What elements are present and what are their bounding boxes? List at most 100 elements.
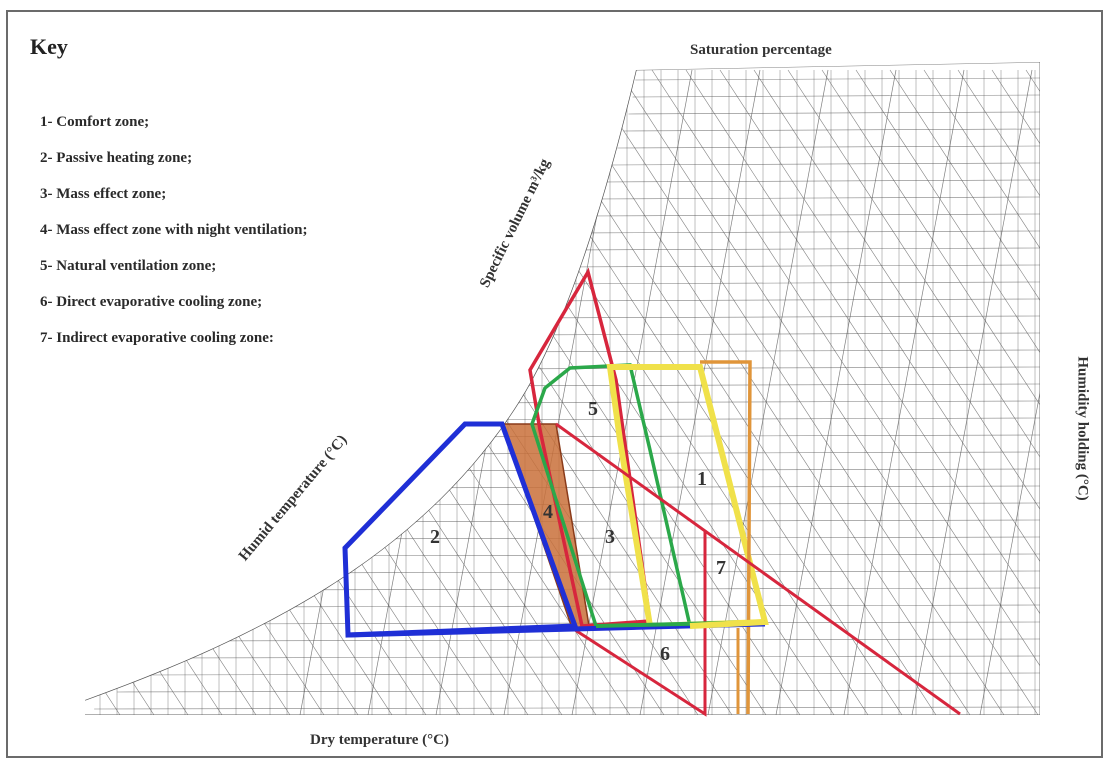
zone-number-4: 4 — [543, 501, 553, 523]
grid-humidity-line — [635, 77, 1040, 81]
key-list: 1- Comfort zone; 2- Passive heating zone… — [40, 104, 307, 356]
grid-humidity-line — [623, 128, 1040, 132]
grid-wetbulb-line — [85, 69, 461, 715]
grid-humidity-line — [139, 672, 1040, 676]
grid-volume-line — [503, 69, 625, 715]
grid-wetbulb-line — [855, 69, 1040, 715]
grid-humidity-line — [575, 230, 1040, 234]
grid-wetbulb-line — [85, 69, 155, 715]
grid-humidity-line — [628, 111, 1040, 115]
key-item-indirect-evaporative: 7- Indirect evaporative cooling zone: — [40, 330, 274, 346]
grid-wetbulb-line — [889, 69, 1040, 715]
grid-wetbulb-line — [85, 69, 257, 715]
grid-humidity-line — [117, 689, 1040, 693]
zone-number-6: 6 — [660, 643, 670, 665]
grid-humidity-line — [183, 638, 1040, 642]
key-title: Key — [30, 34, 68, 59]
grid-wetbulb-line — [1025, 69, 1040, 715]
grid-humidity-line — [445, 400, 1040, 404]
grid-volume-line — [843, 69, 965, 715]
grid-wetbulb-line — [85, 69, 325, 715]
key-item-mass-night-ventilation: 4- Mass effect zone with night ventilati… — [40, 222, 308, 238]
grid-wetbulb-line — [85, 69, 291, 715]
grid-wetbulb-line — [345, 69, 767, 715]
axis-label-bottom: Dry temperature (°C) — [310, 732, 449, 748]
grid-wetbulb-line — [85, 69, 495, 715]
grid-humidity-line — [602, 179, 1040, 183]
grid-wetbulb-line — [957, 69, 1040, 715]
grid-wetbulb-line — [617, 69, 1039, 715]
grid-wetbulb-line — [85, 69, 223, 715]
grid-volume-line — [299, 69, 421, 715]
grid-volume-line — [367, 69, 489, 715]
key-item-natural-ventilation: 5- Natural ventilation zone; — [40, 258, 217, 274]
grid-wetbulb-line — [85, 69, 427, 715]
zone-2-passive-heating — [342, 421, 579, 638]
zone-5-natural-ventilation — [530, 363, 693, 628]
grid-volume-line — [775, 69, 897, 715]
grid-wetbulb-line — [923, 69, 1040, 715]
grid-wetbulb-line — [85, 69, 121, 715]
grid-volume-line — [707, 69, 829, 715]
grid-humidity-line — [610, 162, 1040, 166]
grid-volume-line — [911, 69, 1033, 715]
grid-wetbulb-line — [413, 69, 835, 715]
zone-number-7: 7 — [716, 557, 726, 579]
grid-humidity-line — [489, 349, 1040, 353]
zone-7-indirect-evaporative — [700, 360, 752, 715]
grid-wetbulb-line — [85, 69, 189, 715]
grid-wetbulb-line — [85, 69, 359, 715]
grid-humidity-line — [361, 485, 1040, 489]
zone-number-3: 3 — [605, 526, 615, 548]
grid-humidity-line — [429, 417, 1040, 421]
grid-volume-line — [639, 69, 761, 715]
grid-wetbulb-line — [85, 69, 393, 715]
grid-humidity-line — [632, 94, 1040, 98]
grid-wetbulb-line — [685, 69, 1040, 715]
grid-humidity-line — [617, 145, 1040, 149]
grid-humidity-line — [266, 570, 1040, 574]
grid-wetbulb-line — [991, 69, 1040, 715]
grid-humidity-line — [324, 519, 1040, 523]
key-item-direct-evaporative: 6- Direct evaporative cooling zone; — [40, 294, 263, 310]
grid-wetbulb-line — [753, 69, 1040, 715]
chart-grid — [85, 62, 1111, 715]
axis-label-top: Saturation percentage — [690, 42, 832, 58]
grid-wetbulb-line — [583, 69, 1005, 715]
grid-humidity-line — [396, 451, 1040, 455]
grid-wetbulb-line — [651, 69, 1040, 715]
zone-number-5: 5 — [588, 398, 598, 420]
grid-volume-line — [571, 69, 693, 715]
grid-humidity-line — [584, 213, 1040, 217]
grid-humidity-line — [161, 655, 1040, 659]
grid-wetbulb-line — [1094, 70, 1111, 715]
chart-zones — [342, 267, 961, 717]
grid-humidity-line — [475, 366, 1040, 370]
grid-volume-line — [979, 69, 1040, 715]
zone-number-2: 2 — [430, 526, 440, 548]
grid-humidity-line — [343, 502, 1040, 506]
zone-number-1: 1 — [697, 468, 707, 490]
zone-6-direct-evaporative — [555, 422, 961, 716]
grid-humidity-line — [516, 315, 1040, 319]
grid-wetbulb-line — [719, 69, 1040, 715]
grid-humidity-line — [286, 553, 1040, 557]
grid-humidity-line — [594, 196, 1040, 200]
grid-wetbulb-line — [821, 69, 1040, 715]
zone-6-direct-evaporative-lower — [571, 530, 707, 717]
grid-humidity-line — [378, 468, 1040, 472]
zone-baseline-comfort — [689, 619, 766, 629]
grid-top-edge — [635, 62, 1040, 71]
grid-wetbulb-line — [787, 69, 1040, 715]
grid-wetbulb-line — [141, 69, 563, 715]
grid-humidity-line — [225, 604, 1040, 608]
key-item-comfort: 1- Comfort zone; — [40, 114, 150, 130]
grid-humidity-line — [529, 298, 1040, 302]
axis-label-right: Humidity holding (°C) — [1074, 356, 1091, 501]
grid-wetbulb-line — [209, 69, 631, 715]
key-item-passive-heating: 2- Passive heating zone; — [40, 150, 193, 166]
diagram-frame — [6, 10, 1103, 758]
key-item-mass-effect: 3- Mass effect zone; — [40, 186, 167, 202]
grid-wetbulb-line — [549, 69, 971, 715]
